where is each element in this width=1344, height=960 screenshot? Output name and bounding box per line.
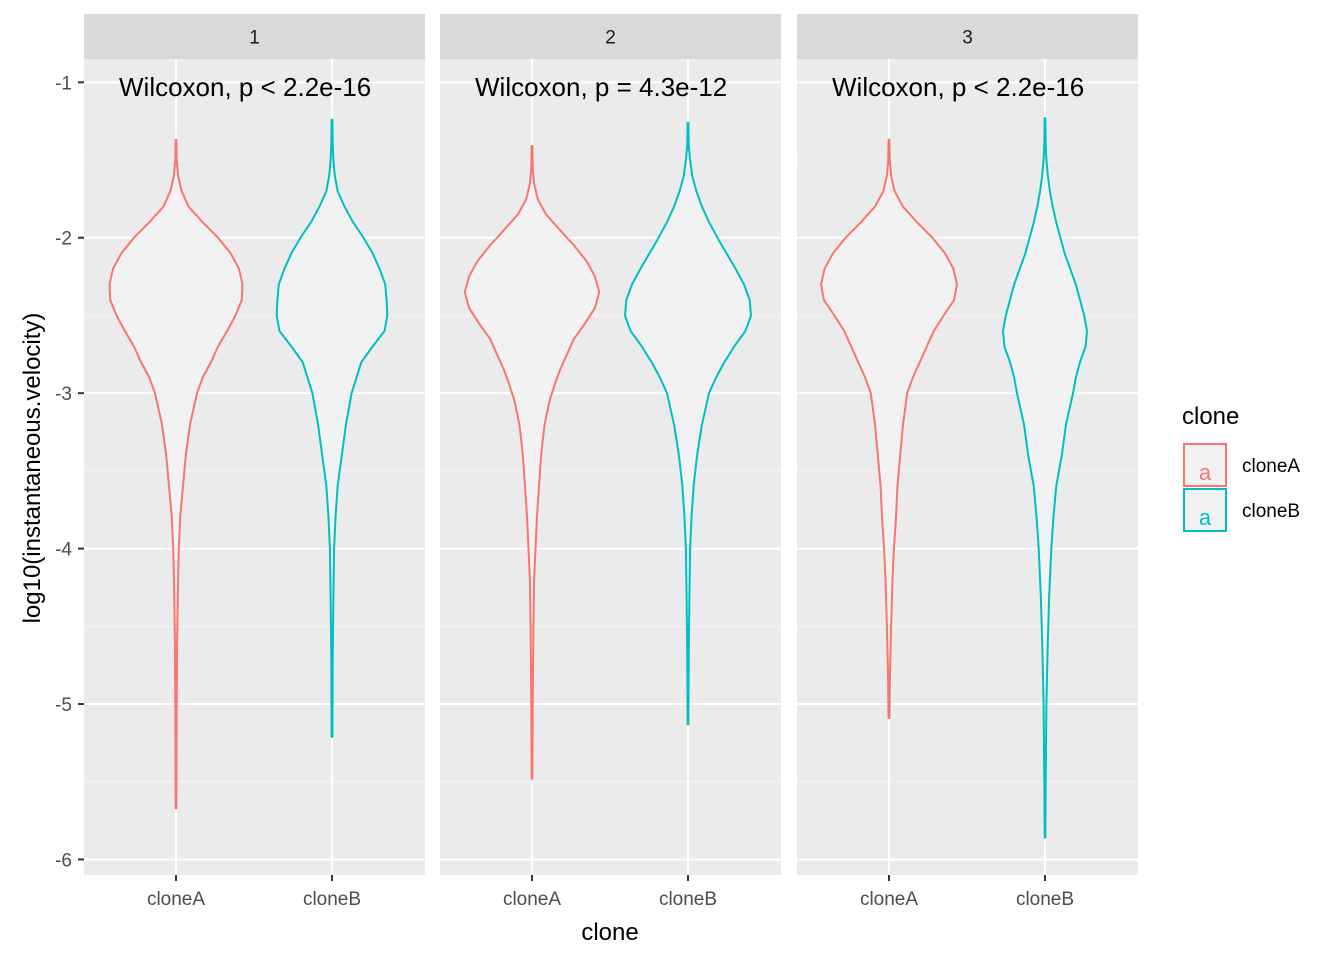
y-tick-label: -4 xyxy=(55,540,72,561)
y-tick-label: -1 xyxy=(55,73,72,94)
x-tick-label: cloneB xyxy=(659,889,717,910)
wilcoxon-annotation: Wilcoxon, p = 4.3e-12 xyxy=(475,72,727,102)
legend-title: clone xyxy=(1182,403,1239,430)
facet-panel-3: 3 Wilcoxon, p < 2.2e-16 xyxy=(797,14,1138,875)
x-tick-label: cloneB xyxy=(303,889,361,910)
violin-cloneB-facet-3 xyxy=(1002,117,1088,839)
x-tick-label: cloneA xyxy=(860,889,918,910)
legend-entry-cloneB: a cloneB xyxy=(1183,488,1300,532)
x-axis: cloneA cloneB cloneA cloneB cloneA cloneB xyxy=(147,875,1074,910)
facet-panels: 1 Wilcoxon, p < 2.2e-16 2 Wilcoxon, p = 4.3… xyxy=(84,14,1138,875)
legend-label: cloneA xyxy=(1242,456,1300,477)
legend-key xyxy=(1183,488,1227,532)
y-tick-label: -5 xyxy=(55,695,72,716)
violin-cloneA-facet-1 xyxy=(108,138,244,810)
x-tick-label: cloneB xyxy=(1016,889,1074,910)
facet-strip xyxy=(440,14,781,59)
wilcoxon-annotation: Wilcoxon, p < 2.2e-16 xyxy=(119,72,371,102)
y-axis-title: log10(instantaneous.velocity) xyxy=(19,313,46,624)
legend-key-glyph: a xyxy=(1199,505,1212,530)
x-tick-label: cloneA xyxy=(503,889,561,910)
facet-strip xyxy=(84,14,425,59)
facet-panel-1: 1 Wilcoxon, p < 2.2e-16 xyxy=(84,14,425,875)
wilcoxon-annotation: Wilcoxon, p < 2.2e-16 xyxy=(832,72,1084,102)
facet-strip-label: 1 xyxy=(249,28,260,49)
facet-strip-label: 3 xyxy=(962,28,973,49)
panel-background xyxy=(797,59,1138,875)
y-tick-label: -6 xyxy=(55,850,72,871)
facet-panel-2: 2 Wilcoxon, p = 4.3e-12 xyxy=(440,14,781,875)
facet-strip-label: 2 xyxy=(605,28,616,49)
violin-cloneA-facet-3 xyxy=(820,138,958,719)
x-axis-title: clone xyxy=(581,919,638,946)
violin-cloneB-facet-2 xyxy=(624,121,752,726)
legend-entry-cloneA: a cloneA xyxy=(1183,443,1300,487)
legend-key-glyph: a xyxy=(1199,460,1212,485)
legend-key xyxy=(1183,443,1227,487)
panel-background xyxy=(440,59,781,875)
y-tick-label: -3 xyxy=(55,384,72,405)
y-tick-label: -2 xyxy=(55,229,72,250)
x-tick-label: cloneA xyxy=(147,889,205,910)
violin-cloneB-facet-1 xyxy=(275,118,389,738)
facet-strip xyxy=(797,14,1138,59)
panel-background xyxy=(84,59,425,875)
violin-cloneA-facet-2 xyxy=(463,145,601,780)
legend: clone a cloneA a cloneB xyxy=(1182,403,1300,532)
legend-label: cloneB xyxy=(1242,501,1300,522)
y-axis: -1 -2 -3 -4 -5 -6 xyxy=(55,73,84,871)
